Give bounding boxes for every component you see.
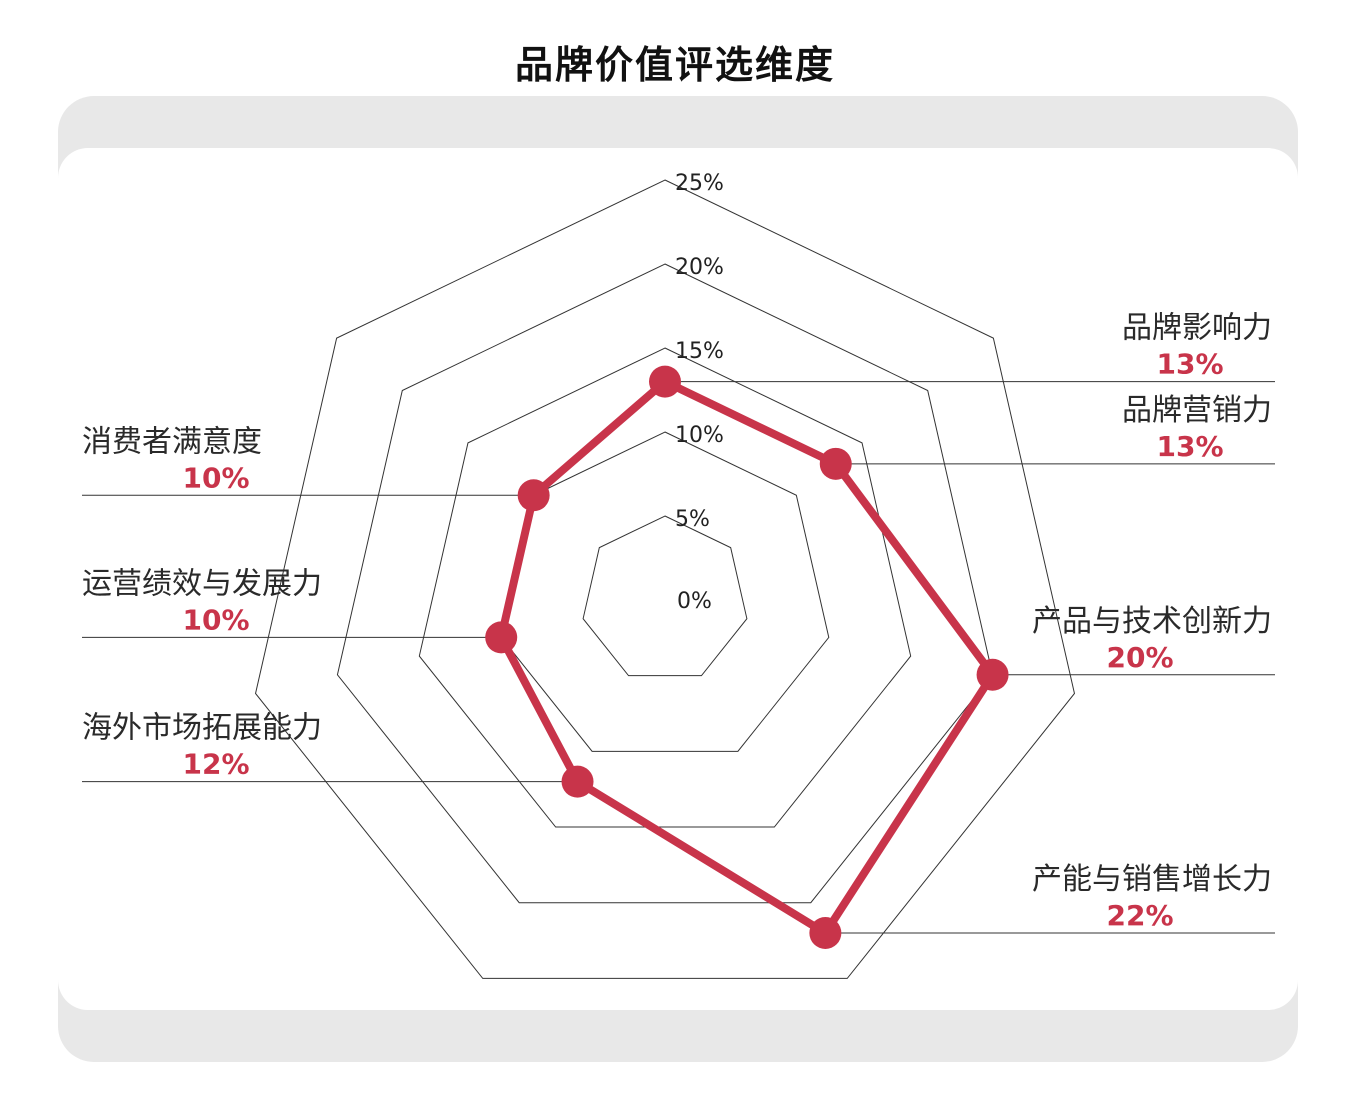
category-label: 运营绩效与发展力: [82, 566, 322, 601]
value-label: 13%: [1156, 430, 1223, 463]
grid-ring: [254, 179, 1076, 979]
data-point: [561, 765, 594, 798]
tick-label: 20%: [675, 255, 724, 280]
data-point: [517, 479, 550, 512]
grid-ring: [336, 263, 994, 904]
tick-label: 25%: [675, 171, 724, 196]
data-point: [809, 916, 842, 949]
value-label: 13%: [1156, 348, 1223, 381]
value-label: 10%: [182, 603, 249, 636]
grid-ring: [418, 347, 912, 828]
category-label: 消费者满意度: [82, 424, 262, 459]
category-label: 产能与销售增长力: [1032, 862, 1272, 897]
value-label: 12%: [182, 748, 249, 781]
value-label: 22%: [1106, 899, 1173, 932]
series-layer: [485, 365, 1009, 949]
data-point: [819, 447, 852, 480]
tick-label: 15%: [675, 339, 724, 364]
chart-title: 品牌价值评选维度: [514, 43, 835, 87]
category-label: 品牌营销力: [1122, 393, 1272, 428]
tick-label: 0%: [677, 589, 712, 614]
category-label: 产品与技术创新力: [1032, 604, 1272, 639]
category-label: 品牌影响力: [1122, 311, 1272, 346]
value-label: 10%: [182, 461, 249, 494]
data-point: [649, 365, 681, 398]
tick-labels: 0% 5% 10% 15% 20% 25%: [675, 171, 724, 614]
data-point: [976, 658, 1009, 691]
category-label: 海外市场拓展能力: [82, 711, 322, 746]
grid-ring: [582, 515, 748, 677]
leader-lines: [82, 381, 1275, 934]
chart-panel: [58, 148, 1298, 1010]
series-line: [496, 376, 998, 939]
tick-label: 5%: [675, 507, 710, 532]
data-point: [485, 621, 518, 654]
tick-label: 10%: [675, 423, 724, 448]
grid-rings: [254, 179, 1076, 979]
category-labels: 品牌影响力13%品牌营销力13%产品与技术创新力20%产能与销售增长力22%海外…: [82, 311, 1272, 932]
value-label: 20%: [1106, 641, 1173, 674]
